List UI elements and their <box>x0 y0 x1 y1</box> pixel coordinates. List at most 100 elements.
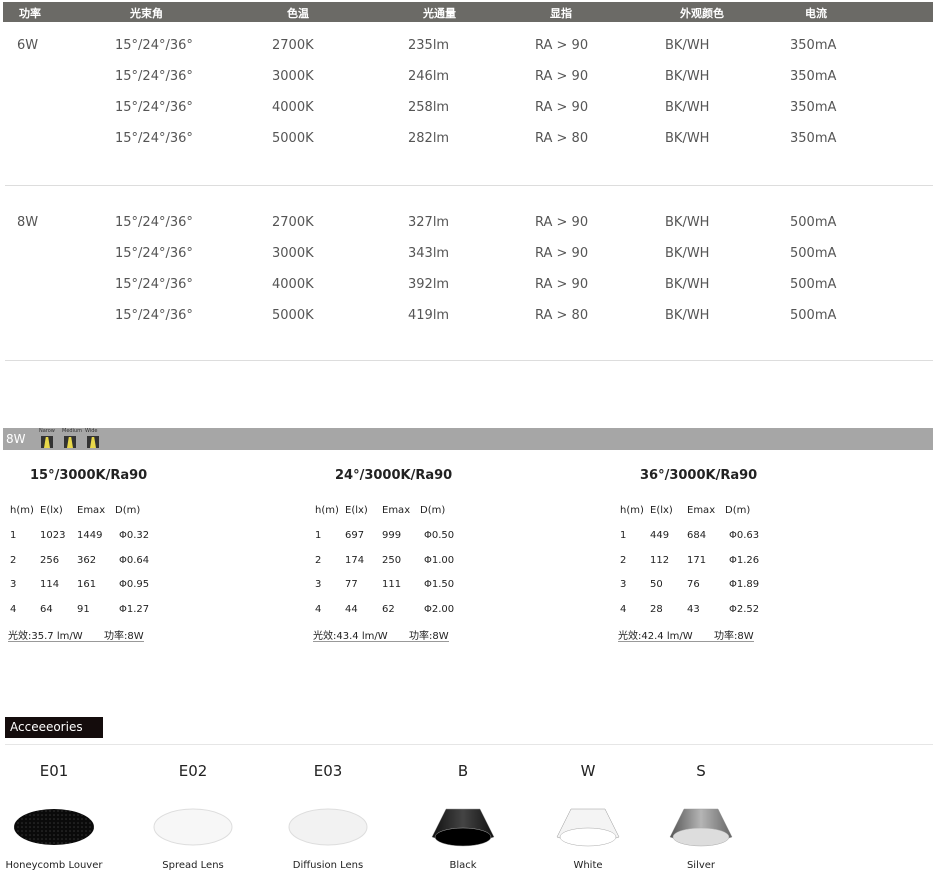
table-cell: 77 <box>345 579 358 590</box>
photometric-bar: 8W Narow Medium Wide <box>3 428 933 450</box>
diffusion-lens-icon <box>286 805 370 853</box>
divider <box>5 185 933 186</box>
table-cell: RA > 80 <box>535 308 589 323</box>
honeycomb-louver-icon <box>12 805 96 853</box>
power: 功率:8W <box>104 631 144 642</box>
table-cell: 4000K <box>272 277 314 292</box>
white-reflector-icon <box>553 805 623 853</box>
table-cell: Φ0.63 <box>729 530 760 541</box>
table-cell: 250 <box>382 554 402 566</box>
power-value: 6W <box>17 38 39 53</box>
table-cell: 3000K <box>272 69 314 84</box>
footer: 光效:43.4 lm/W 功率:8W <box>313 627 449 642</box>
table-cell: BK/WH <box>665 38 710 53</box>
column-header: D(m) <box>115 505 141 516</box>
table-cell: 15°/24°/36° <box>115 277 193 292</box>
column-header: 电流 <box>805 7 827 20</box>
table-cell: 15°/24°/36° <box>115 246 193 261</box>
table-cell: Φ1.27 <box>119 603 150 615</box>
accessory-name: Diffusion Lens <box>292 860 364 871</box>
column-header: h(m) <box>10 505 34 516</box>
table-cell: 15°/24°/36° <box>115 131 193 146</box>
table-cell: 111 <box>382 579 402 590</box>
table-cell: RA > 90 <box>535 100 589 115</box>
power: 功率:8W <box>714 631 754 642</box>
table-cell: RA > 90 <box>535 277 589 292</box>
table-cell: 1 <box>10 530 17 541</box>
table-cell: 2 <box>10 554 17 566</box>
beam-label: Narow <box>39 428 55 434</box>
table-cell: 350mA <box>790 38 837 53</box>
table-cell: Φ0.32 <box>119 530 150 541</box>
table-cell: 697 <box>345 530 365 541</box>
table-cell: 91 <box>77 603 90 615</box>
beam-label: Wide <box>85 428 98 434</box>
table-cell: 15°/24°/36° <box>115 215 193 230</box>
table-cell: BK/WH <box>665 308 710 323</box>
column-header: 功率 <box>19 7 41 20</box>
power-label: 8W <box>6 432 26 446</box>
table-cell: 350mA <box>790 100 837 115</box>
table-cell: Φ1.89 <box>729 579 760 590</box>
table-cell: 2700K <box>272 38 314 53</box>
accessory-code: E02 <box>178 762 208 780</box>
table-cell: RA > 90 <box>535 215 589 230</box>
column-header: E(lx) <box>345 505 368 516</box>
table-cell: 256 <box>40 554 60 566</box>
table-cell: BK/WH <box>665 246 710 261</box>
table-cell: 392lm <box>408 277 450 292</box>
accessories-title-box: Acceeeories <box>5 717 103 738</box>
table-cell: 43 <box>687 603 700 615</box>
table-cell: 4 <box>315 603 322 615</box>
table-cell: RA > 90 <box>535 38 589 53</box>
power-value: 8W <box>17 215 39 230</box>
silver-reflector-icon <box>666 805 736 853</box>
table-cell: 4 <box>10 603 17 615</box>
column-header: E(lx) <box>650 505 673 516</box>
table-cell: 343lm <box>408 246 450 261</box>
table-cell: 362 <box>77 554 97 566</box>
beam-medium-icon <box>64 436 76 448</box>
accessory-name: Black <box>449 860 477 871</box>
table-cell: 114 <box>40 579 60 590</box>
table-cell: 15°/24°/36° <box>115 69 193 84</box>
column-header: 光通量 <box>423 7 456 20</box>
column-header: 光束角 <box>130 7 163 20</box>
beam-label: Medium <box>62 428 82 434</box>
table-cell: BK/WH <box>665 215 710 230</box>
black-reflector-icon <box>428 805 498 853</box>
table-cell: 500mA <box>790 277 837 292</box>
beam-wide-icon <box>87 436 99 448</box>
table-cell: 4 <box>620 603 627 615</box>
accessories-title: Acceeeories <box>10 720 83 734</box>
table-cell: 1 <box>620 530 627 541</box>
table-cell: 350mA <box>790 131 837 146</box>
table-cell: 3 <box>10 579 17 590</box>
table-cell: 76 <box>687 579 700 590</box>
table-cell: 500mA <box>790 308 837 323</box>
table-cell: 1 <box>315 530 322 541</box>
table-cell: Φ1.00 <box>424 554 455 566</box>
accessory-code: E01 <box>39 762 69 780</box>
table-cell: BK/WH <box>665 69 710 84</box>
block-title: 24°/3000K/Ra90 <box>335 468 453 483</box>
table-cell: Φ0.50 <box>424 530 455 541</box>
spread-lens-icon <box>151 805 235 853</box>
table-cell: 112 <box>650 554 670 566</box>
table-cell: RA > 90 <box>535 69 589 84</box>
table-cell: 3000K <box>272 246 314 261</box>
spec-table-header: 功率 光束角 色温 光通量 显指 外观颜色 电流 <box>3 2 933 22</box>
table-cell: 15°/24°/36° <box>115 308 193 323</box>
table-cell: 684 <box>687 530 707 541</box>
table-cell: 2 <box>315 554 322 566</box>
table-cell: 3 <box>315 579 322 590</box>
table-cell: 419lm <box>408 308 450 323</box>
accessory-name: Spread Lens <box>162 860 224 871</box>
table-cell: 246lm <box>408 69 450 84</box>
table-cell: Φ1.50 <box>424 579 455 590</box>
accessory-code: E03 <box>313 762 343 780</box>
column-header: h(m) <box>620 505 644 516</box>
column-header: 外观颜色 <box>680 7 724 20</box>
table-cell: 235lm <box>408 38 450 53</box>
accessory-name: White <box>573 860 603 871</box>
